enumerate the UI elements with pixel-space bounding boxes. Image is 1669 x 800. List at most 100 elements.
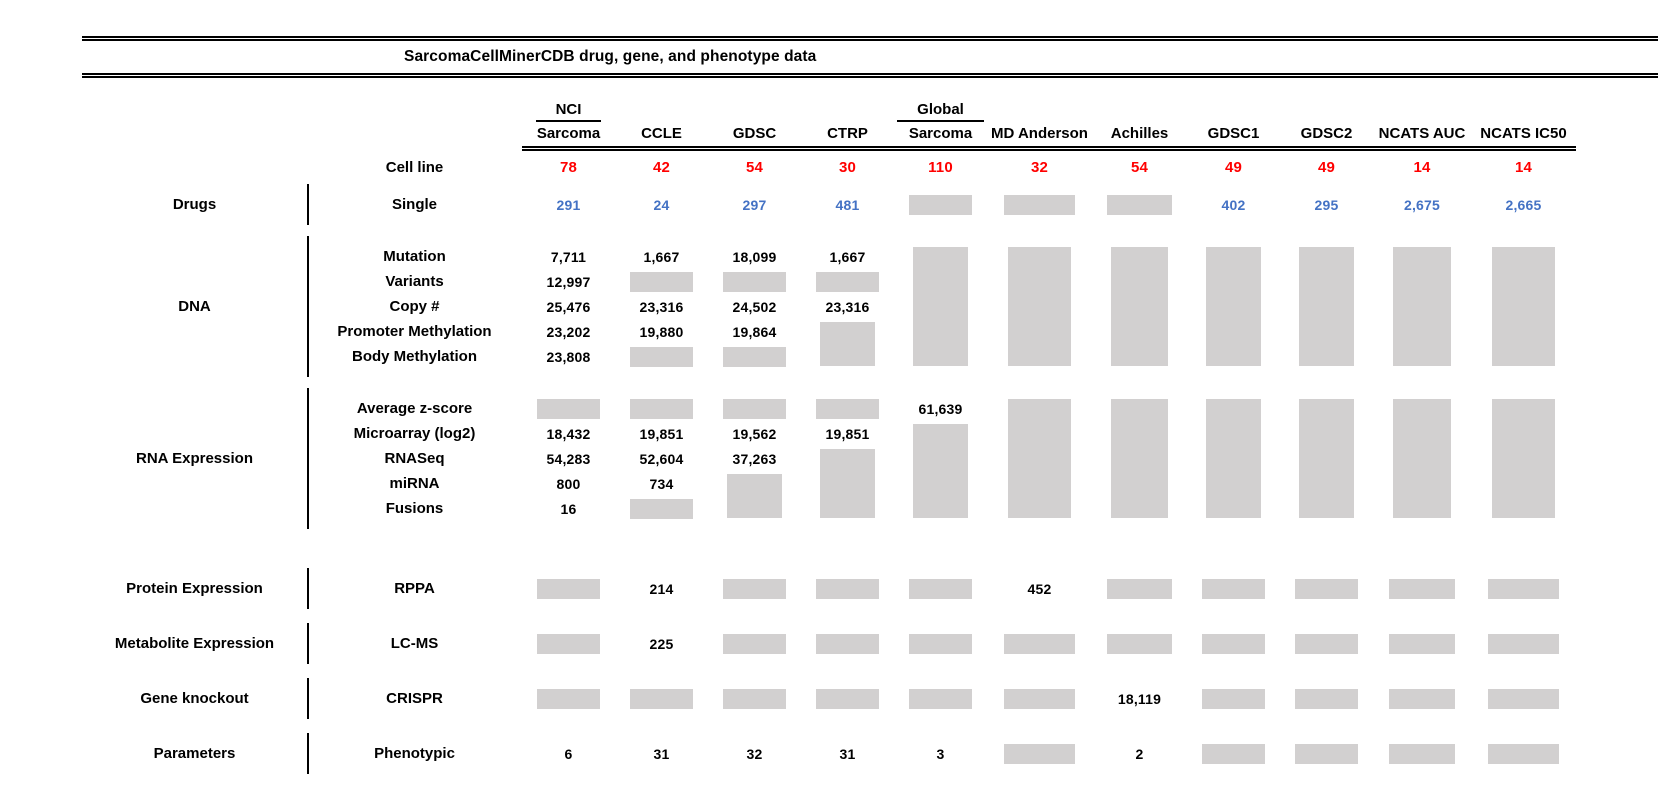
category-label-gene-knockout: Gene knockout [140, 690, 249, 707]
section-divider-line [307, 568, 309, 609]
row-label-copy-: Copy # [389, 298, 440, 315]
missing-data-box [1294, 688, 1359, 709]
missing-data-box [536, 688, 601, 709]
data-cell: 23,202 [546, 323, 591, 340]
missing-data-box [1388, 633, 1456, 654]
missing-data-box [722, 633, 787, 654]
section-divider-line [307, 236, 309, 377]
missing-data-box [1201, 633, 1266, 654]
data-cell: 23,316 [825, 298, 870, 315]
row-label-fusions: Fusions [385, 500, 444, 517]
missing-data-box [536, 578, 601, 599]
data-cell: 24,502 [732, 298, 777, 315]
missing-data-box [1487, 578, 1560, 599]
cell-line-count: 30 [838, 158, 857, 176]
missing-data-box [629, 346, 694, 367]
cell-line-count: 78 [559, 158, 578, 176]
column-header-top-gdsc2-8 [1280, 100, 1373, 122]
row-label-rnaseq: RNASeq [384, 450, 445, 467]
data-cell: 291 [556, 196, 581, 213]
row-label-promoter-methylation: Promoter Methylation [337, 323, 492, 340]
missing-data-box [722, 271, 787, 292]
missing-data-box [908, 194, 973, 215]
row-label-phenotypic: Phenotypic [374, 745, 455, 762]
cell-line-count: 49 [1317, 158, 1336, 176]
data-cell: 214 [649, 580, 674, 597]
missing-data-box [1392, 247, 1452, 366]
column-header-md-anderson: MD Anderson [991, 125, 1088, 142]
missing-data-box [536, 398, 601, 419]
data-cell: 18,119 [1117, 690, 1162, 707]
row-label-crispr: CRISPR [386, 690, 443, 707]
title-band: SarcomaCellMinerCDB drug, gene, and phen… [82, 36, 1658, 78]
missing-data-box [1487, 633, 1560, 654]
data-cell: 2,675 [1403, 196, 1441, 213]
category-label-drugs: Drugs [172, 196, 217, 213]
missing-data-box [815, 398, 880, 419]
missing-data-box [1201, 688, 1266, 709]
missing-data-box [912, 247, 969, 366]
missing-data-box [1003, 688, 1076, 709]
data-cell: 6 [564, 745, 573, 762]
missing-data-box [815, 633, 880, 654]
missing-data-box [629, 271, 694, 292]
data-cell: 481 [835, 196, 860, 213]
missing-data-box [722, 346, 787, 367]
missing-data-box [1008, 399, 1071, 518]
missing-data-box [629, 498, 694, 519]
row-label-mirna: miRNA [389, 475, 440, 492]
section-gene-knockout: Gene knockout CRISPR 18,119 [82, 678, 1576, 719]
category-label-dna: DNA [178, 298, 211, 315]
missing-data-box [1107, 633, 1172, 654]
data-cell: 295 [1314, 196, 1339, 213]
category-label-rna-expression: RNA Expression [136, 450, 253, 467]
data-cell: 1,667 [829, 248, 866, 265]
data-cell: 3 [936, 745, 945, 762]
cell-line-count: 14 [1413, 158, 1431, 176]
row-label-single: Single [391, 196, 437, 213]
category-label-metabolite-expression: Metabolite Expression [114, 635, 275, 652]
column-header-gdsc1: GDSC1 [1207, 125, 1260, 142]
column-header-top-sarcoma-0: NCI [522, 100, 615, 122]
section-divider-line [307, 733, 309, 774]
data-cell: 7,711 [550, 248, 587, 265]
missing-data-box [1111, 247, 1168, 366]
column-header-sarcoma: Sarcoma [536, 125, 601, 142]
missing-data-box [1003, 743, 1076, 764]
data-cell: 19,851 [639, 425, 684, 442]
data-cell: 19,851 [825, 425, 870, 442]
missing-data-box [908, 633, 973, 654]
section-parameters: Parameters Phenotypic 6 31 32 31 3 2 [82, 733, 1576, 774]
missing-data-box [908, 688, 973, 709]
missing-data-box [819, 322, 876, 366]
cell-line-count: 32 [1030, 158, 1049, 176]
data-cell: 800 [556, 475, 581, 492]
data-cell: 37,263 [732, 450, 777, 467]
data-cell: 1,667 [643, 248, 680, 265]
column-header-top-ccle-1 [615, 100, 708, 122]
sarcoma-cellminer-figure: SarcomaCellMinerCDB drug, gene, and phen… [82, 36, 1658, 774]
column-header-sarcoma: Sarcoma [908, 125, 973, 142]
missing-data-box [1298, 399, 1355, 518]
missing-data-box [1388, 578, 1456, 599]
data-cell: 61,639 [918, 400, 963, 417]
column-header-top-label: NCI [535, 100, 602, 122]
data-cell: 32 [746, 745, 763, 762]
data-cell: 54,283 [546, 450, 591, 467]
column-header-top-gdsc1-7 [1187, 100, 1280, 122]
row-label-average-z-score: Average z-score [356, 400, 473, 417]
data-cell: 2,665 [1505, 196, 1542, 213]
missing-data-box [1388, 688, 1456, 709]
missing-data-box [722, 688, 787, 709]
section-divider-line [307, 678, 309, 719]
cell-line-row: Cell line 78 42 54 30 110 32 54 49 49 14 14 [82, 154, 1576, 180]
cell-line-count: 54 [745, 158, 764, 176]
column-header-top-achilles-6 [1092, 100, 1187, 122]
column-header-top-ncats-auc-9 [1373, 100, 1471, 122]
column-header-top-md-anderson-5 [987, 100, 1092, 122]
column-header-top-gdsc-2 [708, 100, 801, 122]
column-header-achilles: Achilles [1110, 125, 1169, 142]
missing-data-box [1003, 633, 1076, 654]
column-header-ccle: CCLE [641, 125, 682, 142]
missing-data-box [1392, 399, 1452, 518]
